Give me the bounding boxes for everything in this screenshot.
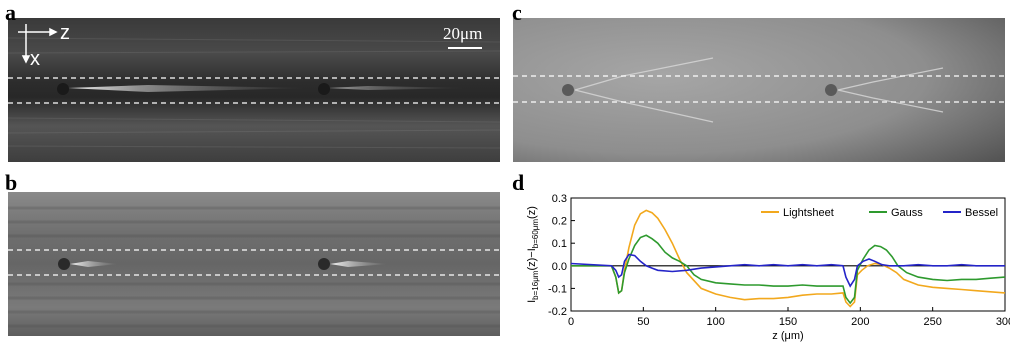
x-axis-label: z (μm) [772,330,803,342]
bead-1 [57,83,69,95]
micrograph-c [513,18,1005,162]
bead-2 [825,84,837,96]
panel-label-c: c [512,0,522,25]
y-tick-label: -0.1 [548,283,567,295]
y-tick-label: 0.3 [552,193,567,205]
x-tick-label: 0 [568,316,574,328]
series-gauss [571,234,1006,305]
bead-2 [318,83,330,95]
x-tick-label: 150 [779,316,797,328]
line-chart: 0 50 100 150 200 250 300 -0.2 -0.1 0.0 0.1 0.2 0.3 z … [526,193,1010,342]
panel-label-b: b [5,170,18,195]
axes-indicator [18,24,58,64]
x-tick-label: 200 [851,316,869,328]
x-tick-label: 300 [996,316,1010,328]
panel-label-a: a [5,0,16,25]
y-tick-label: -0.2 [548,306,567,318]
bead-1 [58,258,70,270]
series-lightsheet [571,209,1006,308]
y-axis-label: Ib=16μm(z)−Ib=60μm(z) [526,206,540,303]
panel-label-d: d [512,170,525,195]
scalebar-label: 20μm [443,24,483,43]
series-bessel [570,253,1005,288]
axis-z-label: z [60,22,70,44]
x-tick-label: 100 [706,316,724,328]
x-tick-label: 250 [923,316,941,328]
bead-1 [562,84,574,96]
x-tick-label: 50 [637,316,649,328]
legend-label-gauss: Gauss [891,207,923,219]
legend-label-lightsheet: Lightsheet [783,207,834,219]
bead-2 [318,258,330,270]
axis-x-label: x [30,48,40,70]
legend-label-bessel: Bessel [965,207,998,219]
y-tick-label: 0.1 [552,238,567,250]
micrograph-a [8,18,500,162]
y-tick-label: 0.2 [552,216,567,228]
y-tick-label: 0.0 [552,261,567,273]
micrograph-b [8,192,500,336]
